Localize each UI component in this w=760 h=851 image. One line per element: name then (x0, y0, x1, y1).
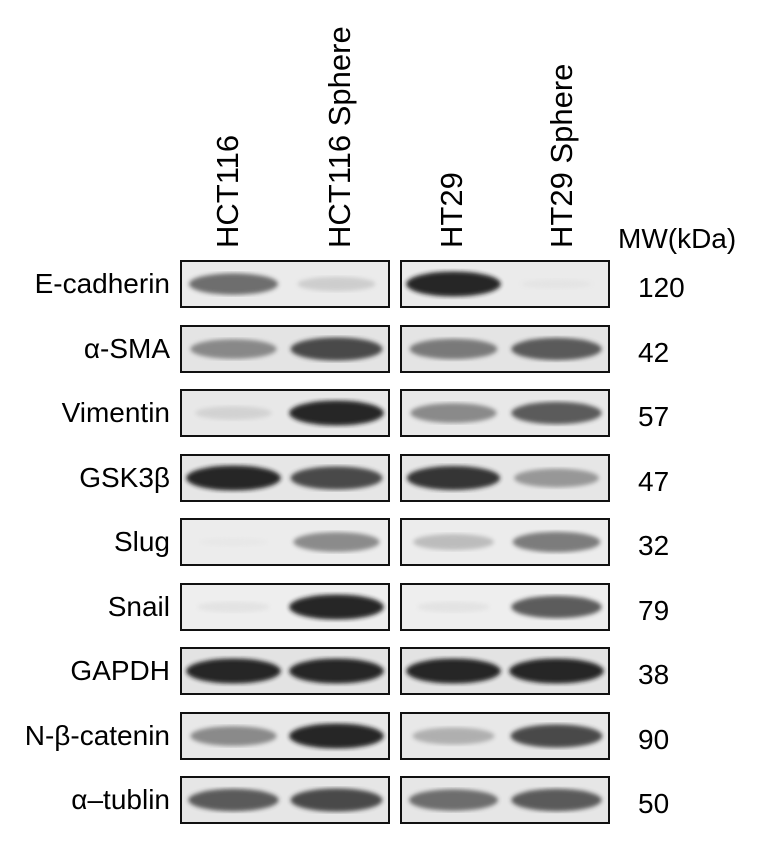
band-Vimentin-lane-4 (511, 402, 601, 424)
band-α-SMA-lane-1 (190, 339, 276, 359)
protein-label: Snail (108, 591, 170, 623)
band-GSK3β-lane-1 (186, 465, 281, 490)
mw-value: 120 (638, 272, 685, 304)
band-Snail-lane-1 (197, 601, 269, 612)
blot-panel-right (400, 583, 610, 631)
blot-panel-left (180, 583, 390, 631)
band-α-SMA-lane-4 (511, 337, 601, 359)
blot-panel-right (400, 647, 610, 695)
band-Snail-lane-4 (511, 595, 601, 617)
band-Vimentin-lane-1 (195, 406, 271, 419)
lane-label-2: HCT116 Sphere (324, 26, 355, 248)
band-GSK3β-lane-3 (407, 465, 500, 489)
band-N-β-catenin-lane-2 (289, 723, 384, 748)
band-GAPDH-lane-3 (406, 658, 501, 683)
mw-value: 50 (638, 788, 669, 820)
mw-header: MW(kDa) (618, 223, 736, 255)
protein-label: Slug (114, 526, 170, 558)
mw-value: 42 (638, 337, 669, 369)
band-Vimentin-lane-2 (289, 400, 384, 425)
band-GSK3β-lane-2 (291, 466, 383, 489)
band-E-cadherin-lane-2 (298, 277, 376, 291)
band-Snail-lane-3 (417, 601, 489, 612)
blot-panel-right (400, 712, 610, 760)
blot-panel-left (180, 647, 390, 695)
protein-label: GAPDH (70, 655, 170, 687)
mw-value: 38 (638, 659, 669, 691)
band-N-β-catenin-lane-4 (511, 724, 603, 747)
band-Slug-lane-3 (413, 534, 494, 550)
band-N-β-catenin-lane-1 (190, 726, 276, 746)
band-GSK3β-lane-4 (514, 468, 599, 487)
blot-panel-right (400, 389, 610, 437)
mw-value: 47 (638, 466, 669, 498)
band-α–tublin-lane-1 (188, 789, 278, 811)
blot-panel-left (180, 454, 390, 502)
blot-panel-right (400, 454, 610, 502)
blot-panel-left (180, 776, 390, 824)
lane-label-1: HCT116 (212, 135, 243, 248)
mw-value: 90 (638, 724, 669, 756)
band-α-SMA-lane-2 (291, 337, 383, 360)
band-Slug-lane-2 (293, 532, 379, 552)
band-GAPDH-lane-2 (289, 658, 384, 683)
band-GAPDH-lane-4 (509, 658, 604, 683)
protein-label: N-β-catenin (25, 720, 170, 752)
band-Snail-lane-2 (289, 594, 384, 619)
mw-value: 32 (638, 530, 669, 562)
mw-value: 57 (638, 401, 669, 433)
blot-panel-right (400, 260, 610, 308)
lane-label-4: HT29 Sphere (546, 64, 577, 248)
band-Vimentin-lane-3 (410, 403, 496, 423)
band-E-cadherin-lane-4 (521, 279, 591, 288)
blot-panel-left (180, 712, 390, 760)
blot-panel-right (400, 325, 610, 373)
band-Slug-lane-1 (199, 538, 268, 547)
band-α–tublin-lane-4 (511, 789, 601, 811)
blot-panel-right (400, 518, 610, 566)
blot-panel-left (180, 389, 390, 437)
protein-label: α–tublin (71, 784, 170, 816)
protein-label: E-cadherin (35, 268, 170, 300)
blot-panel-left (180, 260, 390, 308)
band-E-cadherin-lane-1 (189, 273, 278, 295)
blot-panel-right (400, 776, 610, 824)
protein-label: α-SMA (84, 333, 170, 365)
band-α–tublin-lane-3 (409, 789, 498, 811)
band-α–tublin-lane-2 (291, 788, 383, 811)
blot-panel-left (180, 325, 390, 373)
protein-label: GSK3β (79, 462, 170, 494)
protein-label: Vimentin (62, 397, 170, 429)
band-GAPDH-lane-1 (186, 658, 281, 683)
band-E-cadherin-lane-3 (406, 271, 501, 296)
band-N-β-catenin-lane-3 (413, 727, 495, 744)
band-α-SMA-lane-3 (410, 338, 498, 359)
blot-panel-left (180, 518, 390, 566)
lane-label-3: HT29 (436, 172, 467, 248)
mw-value: 79 (638, 595, 669, 627)
band-Slug-lane-4 (513, 532, 601, 553)
